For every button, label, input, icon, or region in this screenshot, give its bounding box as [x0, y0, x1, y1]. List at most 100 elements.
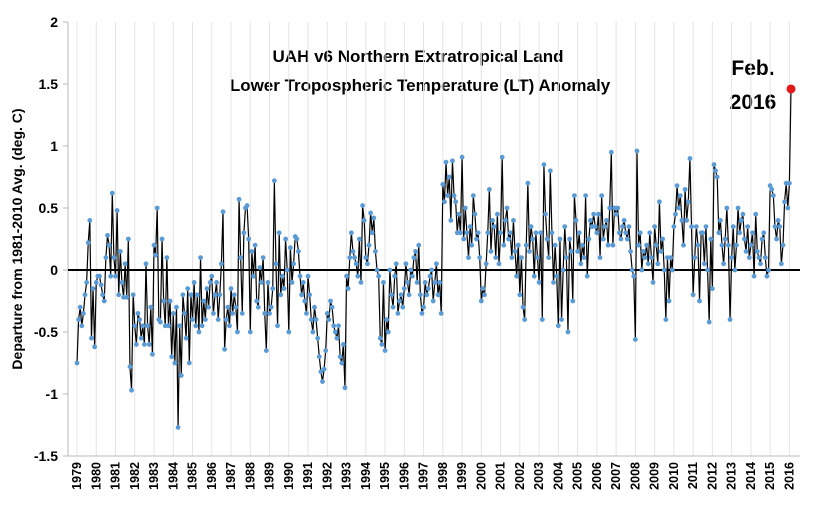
- data-point: [244, 203, 250, 208]
- data-point: [313, 317, 319, 322]
- data-point: [531, 273, 537, 279]
- data-point: [554, 273, 560, 279]
- data-point: [405, 280, 410, 285]
- data-point: [429, 267, 434, 273]
- data-point: [217, 292, 223, 298]
- data-point: [413, 249, 418, 254]
- data-point: [392, 273, 398, 279]
- x-tick-label: 1991: [301, 462, 315, 490]
- data-point: [421, 304, 426, 310]
- data-point: [177, 323, 183, 329]
- data-point: [711, 162, 717, 168]
- data-point: [389, 292, 394, 298]
- chart-title: Lower Tropospheric Temperature (LT) Anom…: [230, 76, 611, 95]
- data-point: [114, 208, 120, 213]
- data-point: [491, 224, 497, 230]
- x-tick-label: 1992: [320, 462, 334, 490]
- data-point: [77, 304, 83, 310]
- data-point: [400, 304, 406, 310]
- data-point: [506, 236, 512, 242]
- data-point: [642, 255, 648, 260]
- data-point: [194, 292, 200, 298]
- data-point: [674, 183, 680, 189]
- x-tick-label: 1985: [186, 462, 200, 490]
- data-point: [682, 187, 688, 192]
- data-point: [461, 236, 467, 242]
- data-point: [148, 304, 154, 310]
- data-point: [291, 261, 297, 267]
- x-tick-label: 1986: [205, 462, 219, 490]
- data-point: [530, 236, 536, 242]
- data-point: [145, 323, 150, 329]
- data-point: [762, 255, 768, 260]
- data-point: [458, 230, 463, 236]
- data-point: [562, 224, 568, 230]
- data-point: [133, 342, 139, 347]
- data-point: [701, 261, 707, 267]
- data-point: [92, 344, 98, 350]
- x-tick-label: 2016: [782, 462, 796, 490]
- data-point: [312, 304, 317, 310]
- x-tick-label: 1981: [109, 462, 123, 490]
- data-point: [409, 273, 415, 279]
- data-point: [624, 236, 630, 242]
- data-point: [307, 292, 313, 298]
- data-point: [202, 317, 208, 322]
- x-tick-label: 1982: [128, 462, 142, 490]
- data-point: [488, 249, 494, 254]
- x-tick-label: 2009: [648, 462, 662, 490]
- data-point: [515, 242, 521, 248]
- data-point: [557, 236, 563, 242]
- data-point: [385, 329, 391, 335]
- data-point: [474, 236, 479, 242]
- data-point: [231, 292, 237, 298]
- data-point: [206, 304, 211, 310]
- data-point: [551, 280, 556, 285]
- data-point: [507, 230, 513, 236]
- data-point: [708, 236, 714, 242]
- data-point: [764, 273, 770, 279]
- data-point: [655, 261, 661, 267]
- data-point: [299, 292, 305, 298]
- data-point: [705, 267, 710, 273]
- data-point: [268, 304, 274, 310]
- data-point: [201, 298, 207, 304]
- data-point: [690, 292, 696, 298]
- data-point: [414, 280, 420, 285]
- x-tick-label: 1990: [282, 462, 296, 490]
- data-point: [519, 255, 524, 260]
- data-point: [315, 335, 321, 341]
- x-tick-label: 1993: [340, 462, 354, 490]
- data-point: [679, 218, 685, 223]
- data-point: [320, 379, 325, 384]
- data-point: [302, 298, 308, 304]
- data-point: [533, 230, 539, 236]
- data-point: [366, 242, 372, 248]
- data-point: [440, 182, 446, 187]
- data-point: [608, 149, 614, 155]
- data-point: [111, 255, 117, 260]
- data-point: [345, 286, 351, 291]
- data-point: [657, 199, 662, 205]
- data-point: [588, 218, 593, 223]
- data-point: [623, 230, 629, 236]
- data-point: [523, 242, 529, 248]
- data-point: [645, 261, 651, 267]
- data-point: [270, 286, 276, 291]
- data-point: [748, 242, 754, 248]
- data-point: [575, 249, 581, 254]
- data-point: [607, 205, 613, 211]
- data-point: [355, 273, 361, 279]
- data-point: [467, 224, 473, 230]
- data-point: [742, 236, 747, 242]
- data-point: [252, 242, 258, 248]
- data-point: [84, 280, 90, 285]
- data-point: [498, 230, 503, 236]
- data-point: [283, 236, 288, 242]
- data-point: [727, 317, 733, 322]
- data-point: [456, 211, 462, 217]
- data-point: [363, 255, 369, 260]
- x-tick-label: 1989: [263, 462, 277, 490]
- data-point: [117, 249, 123, 254]
